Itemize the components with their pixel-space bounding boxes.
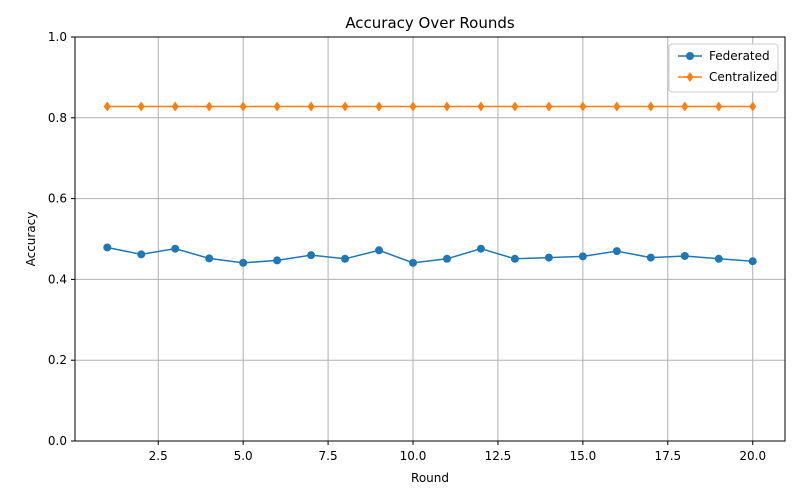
y-tick-label: 0.0 xyxy=(48,434,67,448)
data-point-centralized xyxy=(715,101,723,112)
x-tick-label: 17.5 xyxy=(654,449,681,463)
y-tick-label: 0.8 xyxy=(48,111,67,125)
series-layer xyxy=(103,101,757,267)
x-axis-label: Round xyxy=(411,471,449,485)
data-point-federated xyxy=(646,253,655,262)
data-point-centralized xyxy=(171,101,179,112)
data-point-centralized xyxy=(477,101,485,112)
data-point-centralized xyxy=(511,101,519,112)
legend-marker-federated-glyph xyxy=(686,52,694,60)
legend-marker-federated xyxy=(686,52,694,60)
axes-frame xyxy=(74,36,786,442)
series-centralized xyxy=(103,101,757,112)
data-point-federated xyxy=(273,256,282,265)
y-axis-ticks: 0.0 0.2 0.4 0.6 0.8 1.0 xyxy=(48,30,75,448)
legend-label-centralized: Centralized xyxy=(709,70,777,84)
legend: Federated Centralized xyxy=(668,43,779,93)
data-point-centralized xyxy=(137,101,145,112)
data-point-federated xyxy=(341,254,350,263)
series-federated xyxy=(103,243,757,267)
x-axis-ticks: 2.5 5.0 7.5 10.0 12.5 15.0 17.5 20.0 xyxy=(149,441,766,463)
data-point-federated xyxy=(307,251,316,260)
y-axis-label: Accuracy xyxy=(24,212,38,267)
data-point-centralized xyxy=(647,101,655,112)
data-point-federated xyxy=(103,243,112,252)
x-tick-label: 5.0 xyxy=(234,449,253,463)
data-point-federated xyxy=(612,247,621,256)
data-point-centralized xyxy=(613,101,621,112)
x-tick-label: 20.0 xyxy=(739,449,766,463)
data-point-centralized xyxy=(579,101,587,112)
data-point-federated xyxy=(375,246,384,255)
y-tick-label: 1.0 xyxy=(48,30,67,44)
data-point-centralized xyxy=(443,101,451,112)
data-point-federated xyxy=(239,258,248,267)
data-point-federated xyxy=(476,244,485,253)
data-point-federated xyxy=(409,258,418,267)
data-point-federated xyxy=(442,254,451,263)
data-point-centralized xyxy=(545,101,553,112)
data-point-federated xyxy=(578,252,587,261)
data-point-federated xyxy=(680,251,689,260)
data-point-federated xyxy=(171,244,180,253)
data-point-federated xyxy=(205,254,214,263)
y-tick-label: 0.2 xyxy=(48,353,67,367)
data-point-federated xyxy=(137,250,146,259)
data-point-federated xyxy=(714,254,723,263)
x-tick-label: 10.0 xyxy=(400,449,427,463)
y-tick-label: 0.6 xyxy=(48,192,67,206)
data-point-federated xyxy=(510,254,519,263)
x-tick-label: 2.5 xyxy=(149,449,168,463)
series-line-federated xyxy=(107,246,753,264)
data-point-centralized xyxy=(681,101,689,112)
data-point-centralized xyxy=(273,101,281,112)
y-tick-label: 0.4 xyxy=(48,272,67,286)
x-tick-label: 15.0 xyxy=(570,449,597,463)
data-point-centralized xyxy=(749,101,757,112)
legend-marker-centralized xyxy=(686,72,694,82)
data-point-centralized xyxy=(205,101,213,112)
x-tick-label: 7.5 xyxy=(319,449,338,463)
data-point-centralized xyxy=(341,101,349,112)
legend-label-federated: Federated xyxy=(709,49,770,63)
data-point-centralized xyxy=(239,101,247,112)
data-point-centralized xyxy=(103,101,111,112)
legend-marker-centralized-glyph xyxy=(686,72,694,82)
data-point-federated xyxy=(544,253,553,262)
data-point-centralized xyxy=(409,101,417,112)
data-point-centralized xyxy=(375,101,383,112)
x-tick-label: 12.5 xyxy=(485,449,512,463)
plot-area xyxy=(75,37,785,441)
data-point-centralized xyxy=(307,101,315,112)
chart-title: Accuracy Over Rounds xyxy=(345,14,515,32)
data-point-federated xyxy=(748,257,757,266)
